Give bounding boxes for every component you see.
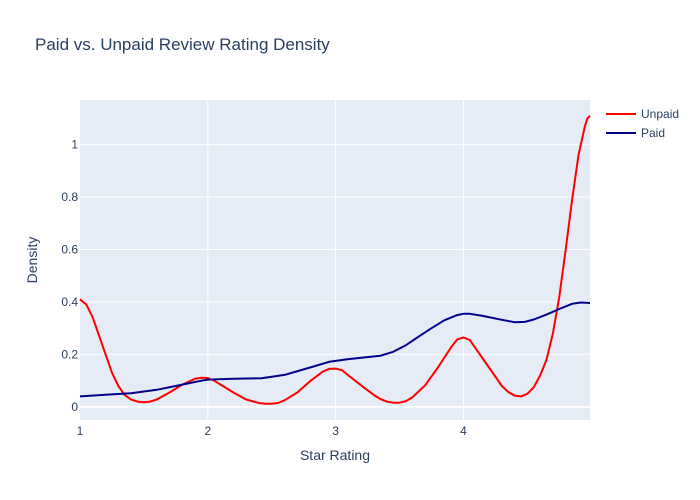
y-tick-label-0: 0: [71, 400, 78, 414]
legend[interactable]: Unpaid Paid: [606, 107, 679, 140]
series-line-paid: [79, 301, 591, 398]
y-tick-label-1: 0.2: [61, 347, 78, 361]
series-group: [79, 115, 591, 405]
y-tick-label-3: 0.6: [61, 243, 78, 257]
x-tick-label-0: 1: [77, 424, 84, 438]
y-axis-title: Density: [24, 237, 40, 284]
y-tick-label-4: 0.8: [61, 190, 78, 204]
legend-item-paid[interactable]: Paid: [606, 126, 665, 140]
x-ticks: 1 2 3 4: [77, 424, 467, 438]
chart-title: Paid vs. Unpaid Review Rating Density: [35, 35, 330, 54]
x-tick-label-2: 3: [332, 424, 339, 438]
y-ticks: 0 0.2 0.4 0.6 0.8 1: [61, 138, 78, 414]
legend-label-paid: Paid: [641, 126, 665, 140]
grid: [80, 100, 590, 420]
x-tick-label-1: 2: [204, 424, 211, 438]
x-tick-label-3: 4: [460, 424, 467, 438]
plot-background: [80, 100, 590, 420]
series-line-unpaid: [79, 115, 591, 405]
x-axis-title: Star Rating: [300, 447, 370, 463]
legend-item-unpaid[interactable]: Unpaid: [606, 107, 679, 121]
y-tick-label-5: 1: [71, 138, 78, 152]
legend-label-unpaid: Unpaid: [641, 107, 679, 121]
y-tick-label-2: 0.4: [61, 295, 78, 309]
